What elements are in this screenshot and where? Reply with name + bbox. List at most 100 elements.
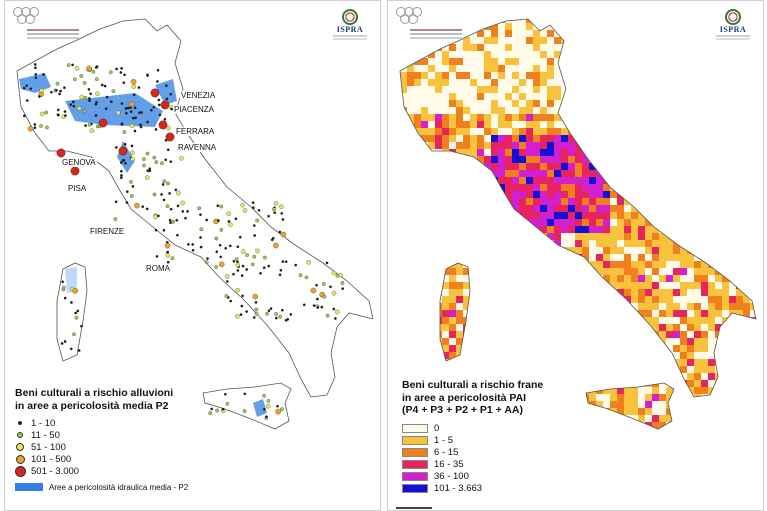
municipality-cell (470, 114, 478, 122)
municipality-cell (400, 331, 401, 339)
municipality-cell (421, 156, 429, 164)
flood-dot (130, 144, 134, 148)
municipality-cell (736, 44, 744, 52)
municipality-cell (666, 184, 674, 192)
municipality-cell (624, 58, 632, 66)
municipality-cell (456, 19, 464, 24)
municipality-cell (701, 19, 709, 24)
municipality-cell (533, 247, 541, 255)
municipality-cell (708, 44, 716, 52)
municipality-cell (554, 93, 562, 101)
municipality-cell (659, 135, 667, 143)
municipality-cell (414, 289, 422, 297)
municipality-cell (400, 163, 408, 171)
municipality-cell (505, 254, 513, 262)
municipality-cell (477, 359, 485, 367)
municipality-cell (540, 170, 548, 178)
flood-legend-class-1: 1 - 10 (15, 417, 188, 429)
municipality-cell (421, 345, 429, 353)
municipality-cell (400, 387, 401, 395)
municipality-cell (666, 170, 674, 178)
municipality-cell (421, 359, 429, 367)
municipality-cell (673, 142, 681, 150)
municipality-cell (687, 352, 695, 360)
municipality-cell (400, 72, 401, 80)
municipality-cell (638, 23, 646, 31)
flood-dot (154, 128, 158, 131)
municipality-cell (687, 72, 695, 80)
municipality-cell (428, 331, 436, 339)
flood-dot (22, 114, 26, 118)
municipality-cell (596, 65, 604, 73)
municipality-cell (400, 226, 408, 234)
municipality-cell (680, 261, 688, 269)
municipality-cell (638, 114, 646, 122)
municipality-cell (575, 240, 583, 248)
municipality-cell (729, 58, 737, 66)
municipality-cell (659, 345, 667, 353)
flood-dot (164, 242, 171, 249)
municipality-cell (673, 282, 681, 290)
flood-dot (273, 201, 279, 206)
municipality-cell (505, 100, 513, 108)
municipality-cell (638, 37, 646, 45)
municipality-cell (638, 170, 646, 178)
municipality-cell (547, 30, 555, 38)
municipality-cell (568, 289, 576, 297)
flood-legend-class-4: 101 - 500 (15, 453, 188, 465)
municipality-cell (498, 30, 506, 38)
municipality-cell (428, 226, 436, 234)
flood-dot (320, 305, 324, 309)
municipality-cell (540, 352, 548, 360)
municipality-cell (582, 86, 590, 94)
municipality-cell (400, 422, 401, 429)
municipality-cell (645, 51, 653, 59)
flood-dot (156, 80, 159, 83)
municipality-cell (659, 37, 667, 45)
municipality-cell (729, 345, 737, 353)
municipality-cell (456, 338, 464, 346)
municipality-cell (610, 79, 618, 87)
municipality-cell (561, 401, 569, 409)
municipality-cell (491, 205, 499, 213)
municipality-cell (435, 268, 443, 276)
flood-dot (88, 99, 91, 103)
municipality-cell (470, 296, 478, 304)
municipality-cell (428, 359, 436, 367)
municipality-cell (498, 359, 506, 367)
municipality-cell (505, 233, 513, 241)
municipality-cell (736, 324, 744, 332)
municipality-cell (442, 156, 450, 164)
municipality-cell (736, 345, 744, 353)
flood-dot (266, 399, 271, 403)
municipality-cell (645, 142, 653, 150)
municipality-cell (673, 408, 681, 416)
flood-dot (128, 101, 135, 107)
municipality-cell (659, 100, 667, 108)
municipality-cell (456, 44, 464, 52)
municipality-cell (484, 37, 492, 45)
flood-dot (84, 124, 87, 127)
municipality-cell (624, 310, 632, 318)
municipality-cell (400, 289, 408, 297)
municipality-cell (421, 352, 429, 360)
municipality-cell (575, 191, 583, 199)
municipality-cell (575, 429, 583, 437)
municipality-cell (421, 303, 429, 311)
flood-dot (63, 340, 67, 343)
municipality-cell (533, 170, 541, 178)
municipality-cell (435, 352, 443, 360)
municipality-cell (505, 212, 513, 220)
flood-dot (154, 228, 158, 232)
municipality-cell (610, 128, 618, 136)
municipality-cell (617, 107, 625, 115)
flood-dot (146, 74, 149, 77)
municipality-cell (428, 219, 436, 227)
municipality-cell (477, 275, 485, 283)
municipality-cell (456, 65, 464, 73)
municipality-cell (757, 191, 764, 199)
municipality-cell (470, 310, 478, 318)
municipality-cell (722, 114, 730, 122)
municipality-cell (631, 184, 639, 192)
municipality-cell (456, 72, 464, 80)
